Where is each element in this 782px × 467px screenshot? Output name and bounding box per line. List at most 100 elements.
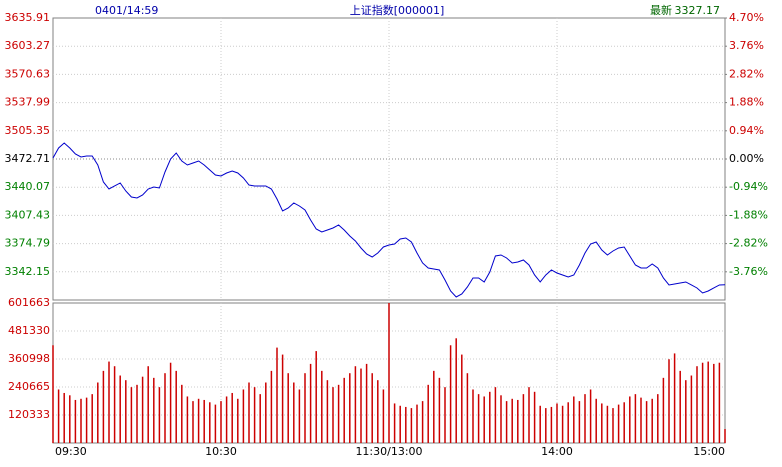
- volume-bar: [377, 380, 379, 443]
- volume-bar: [113, 366, 116, 443]
- volume-bar: [634, 394, 637, 443]
- y-tick-label: 3635.91: [5, 11, 51, 24]
- volume-bar: [483, 396, 485, 443]
- volume-bar: [606, 405, 609, 443]
- volume-bar: [701, 362, 704, 443]
- volume-bar: [657, 394, 659, 443]
- volume-tick-label: 120333: [8, 408, 50, 421]
- volume-bar: [472, 389, 474, 443]
- volume-bar: [466, 373, 469, 443]
- y-tick-label: 3603.27: [5, 39, 51, 52]
- latest-price: 3327.17: [675, 4, 721, 17]
- volume-bar: [662, 377, 665, 443]
- volume-bar: [455, 338, 457, 443]
- volume-bar: [573, 396, 575, 443]
- volume-bar: [85, 397, 88, 443]
- y-tick-label: 3342.15: [5, 265, 51, 278]
- price-line: [52, 142, 726, 298]
- volume-bar: [237, 398, 239, 443]
- volume-bar: [696, 366, 698, 443]
- volume-bar: [690, 375, 693, 443]
- volume-bar: [248, 382, 250, 443]
- volume-bar: [427, 384, 429, 443]
- volume-bar: [494, 387, 497, 443]
- volume-bar: [220, 401, 222, 443]
- x-tick-label: 15:00: [693, 445, 725, 458]
- volume-tick-label: 601663: [8, 296, 50, 309]
- volume-bar: [528, 387, 530, 443]
- volume-bar: [281, 354, 284, 443]
- volume-bar: [315, 351, 317, 443]
- volume-bar: [265, 382, 267, 443]
- volume-bar: [164, 373, 166, 443]
- y2-tick-label: 4.70%: [729, 11, 764, 24]
- y-tick-label: 3440.07: [5, 180, 51, 193]
- volume-bar: [343, 377, 345, 443]
- volume-bar: [276, 347, 278, 443]
- volume-bar: [724, 429, 726, 443]
- volume-bar: [186, 396, 189, 443]
- volume-bar: [522, 394, 525, 443]
- volume-bar: [651, 398, 653, 443]
- volume-bar: [209, 402, 211, 443]
- y2-tick-label: -3.76%: [729, 265, 768, 278]
- volume-bar: [505, 401, 508, 443]
- volume-bar: [685, 380, 687, 443]
- volume-bar: [517, 399, 519, 443]
- y2-tick-label: 3.76%: [729, 39, 764, 52]
- volume-bar: [136, 384, 138, 443]
- volume-bar: [668, 359, 670, 443]
- volume-bar: [511, 398, 513, 443]
- volume-bar: [91, 394, 93, 443]
- volume-bar: [433, 370, 435, 443]
- volume-bar: [561, 405, 564, 443]
- volume-bar: [405, 406, 407, 443]
- volume-bar: [97, 382, 99, 443]
- volume-bar: [489, 391, 491, 443]
- volume-bar: [444, 387, 446, 443]
- volume-bar: [584, 394, 586, 443]
- volume-bar: [141, 376, 144, 443]
- volume-bar: [158, 387, 161, 443]
- volume-bar: [192, 401, 194, 443]
- y-tick-label: 3472.71: [5, 152, 51, 165]
- y-tick-label: 3570.63: [5, 67, 51, 80]
- volume-bar: [500, 395, 502, 443]
- volume-bar: [421, 401, 424, 443]
- volume-bar: [309, 363, 312, 443]
- volume-bar: [304, 373, 306, 443]
- y-tick-label: 3407.43: [5, 208, 51, 221]
- volume-bar: [242, 389, 245, 443]
- volume-bar: [253, 387, 256, 443]
- volume-bar: [119, 375, 121, 443]
- volume-bar: [337, 384, 340, 443]
- volume-bar: [640, 397, 642, 443]
- volume-bar: [326, 380, 329, 443]
- volume-bar: [354, 366, 357, 443]
- volume-bar: [360, 368, 362, 443]
- y-tick-label: 3505.35: [5, 124, 51, 137]
- volume-bar: [259, 394, 261, 443]
- chart-title: 上证指数[000001]: [350, 3, 445, 17]
- y2-tick-label: 0.94%: [729, 124, 764, 137]
- y-tick-label: 3537.99: [5, 96, 51, 109]
- volume-bar: [545, 408, 547, 443]
- volume-bar: [69, 395, 71, 443]
- volume-bar: [393, 403, 396, 443]
- y-tick-label: 3374.79: [5, 237, 51, 250]
- volume-bar: [293, 382, 295, 443]
- volume-bar: [645, 401, 648, 443]
- volume-bar: [707, 361, 709, 443]
- volume-bar: [578, 401, 581, 443]
- volume-bar: [125, 380, 127, 443]
- volume-bar: [567, 402, 569, 443]
- x-tick-label: 10:30: [205, 445, 237, 458]
- volume-bar: [612, 408, 614, 443]
- volume-bar: [382, 389, 385, 443]
- volume-bar: [718, 362, 721, 443]
- timestamp: 0401/14:59: [95, 4, 158, 17]
- volume-bar: [225, 396, 228, 443]
- volume-bar: [461, 354, 463, 443]
- y2-tick-label: -0.94%: [729, 180, 768, 193]
- latest-label: 最新: [650, 3, 672, 17]
